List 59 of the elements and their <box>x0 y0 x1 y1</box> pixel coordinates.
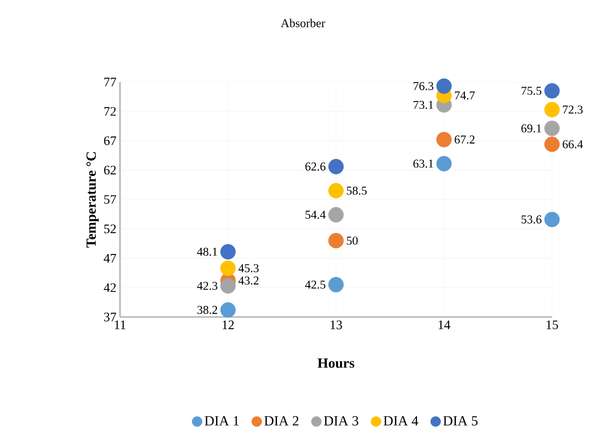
data-label: 75.5 <box>522 86 542 95</box>
x-tick-label: 15 <box>546 320 558 330</box>
legend-label: DIA 3 <box>324 416 358 426</box>
y-tick-label: 52 <box>104 224 116 234</box>
data-label: 76.3 <box>414 82 434 90</box>
data-label: 72.3 <box>562 106 583 114</box>
x-tick-label: 13 <box>330 320 342 330</box>
data-label: 42.5 <box>305 280 326 289</box>
x-tick-label: 11 <box>114 320 126 330</box>
point <box>220 302 236 318</box>
data-label: 50 <box>346 236 358 245</box>
x-axis-title: Hours <box>318 358 354 368</box>
data-label: 45.3 <box>238 264 259 272</box>
data-label: 69.1 <box>521 124 542 132</box>
data-label: 48.1 <box>197 248 218 256</box>
y-tick-label: 67 <box>104 136 116 146</box>
legend-label: DIA 5 <box>443 416 478 426</box>
point <box>544 136 560 152</box>
x-tick-label: 12 <box>222 320 234 330</box>
data-label: 62.6 <box>305 162 326 171</box>
data-label: 66.4 <box>562 140 583 148</box>
point <box>328 232 344 248</box>
data-label: 63.1 <box>413 160 434 168</box>
point <box>328 158 344 174</box>
data-label: 73.1 <box>414 100 434 109</box>
data-label: 42.3 <box>197 282 218 290</box>
point <box>436 132 452 148</box>
data-label: 58.5 <box>346 186 367 195</box>
point <box>328 207 344 222</box>
y-tick-label: 37 <box>104 312 116 322</box>
y-tick-label: 72 <box>104 107 116 116</box>
point <box>544 102 560 118</box>
legend-label: DIA 1 <box>204 416 239 426</box>
data-label: 38.2 <box>197 306 218 314</box>
data-label: 54.4 <box>306 210 326 219</box>
point <box>220 278 236 294</box>
x-tick-label: 14 <box>438 320 450 330</box>
data-label: 43.2 <box>238 276 258 285</box>
y-tick-label: 62 <box>104 166 116 174</box>
data-label: 74.7 <box>454 91 475 100</box>
legend-label: DIA 4 <box>384 416 418 426</box>
data-label: 67.2 <box>454 136 474 144</box>
y-tick-label: 47 <box>104 254 116 263</box>
point <box>436 78 452 94</box>
point <box>544 120 560 136</box>
y-axis-title: Temperature °C <box>86 152 99 248</box>
point <box>220 260 236 276</box>
point <box>328 182 344 198</box>
data-label: 53.6 <box>522 215 542 224</box>
legend-label: DIA 2 <box>264 416 298 426</box>
point <box>544 212 560 228</box>
point <box>220 244 236 260</box>
point <box>436 156 452 172</box>
point <box>544 83 560 99</box>
point <box>328 276 344 292</box>
chart-title: Absorber <box>280 18 326 28</box>
y-tick-label: 57 <box>104 195 116 204</box>
y-tick-label: 42 <box>104 283 116 292</box>
y-tick-label: 77 <box>104 78 116 86</box>
